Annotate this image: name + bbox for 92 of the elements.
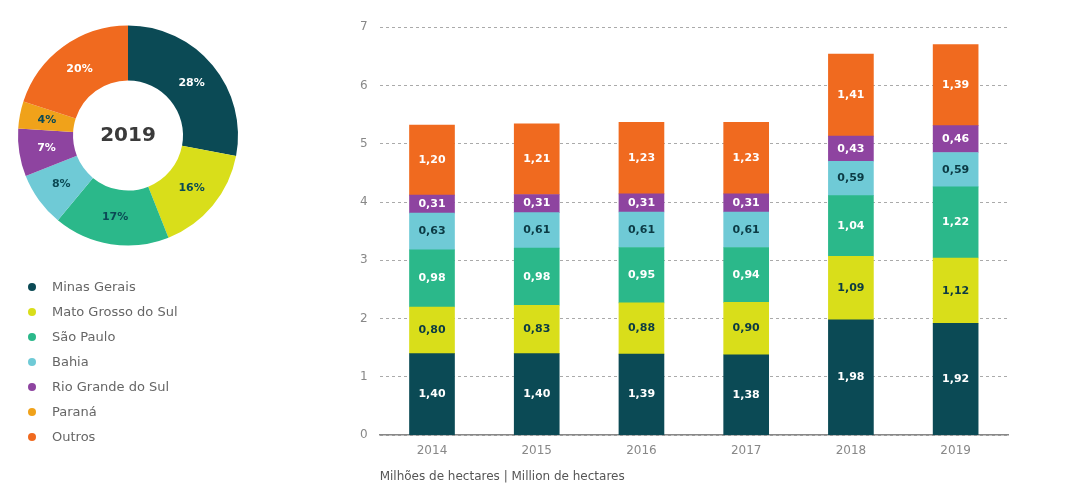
bar bbox=[409, 212, 455, 251]
bar bbox=[932, 186, 979, 259]
x-axis-title: Milhões de hectares | Million de hectares bbox=[379, 468, 625, 483]
data-label: 0,80 bbox=[418, 323, 446, 337]
bar bbox=[723, 247, 770, 303]
data-label: 0,98 bbox=[418, 271, 446, 285]
data-label: 0,94 bbox=[732, 267, 761, 281]
data-label: 0,59 bbox=[942, 162, 970, 176]
y-tick-label: 1 bbox=[359, 369, 368, 384]
y-tick-label: 6 bbox=[359, 77, 368, 92]
data-label: 0,61 bbox=[732, 222, 760, 236]
legend-label: Minas Gerais bbox=[52, 279, 136, 294]
bar bbox=[828, 255, 874, 321]
data-label: 0,46 bbox=[942, 131, 970, 145]
bar bbox=[409, 353, 455, 436]
legend-label: Outros bbox=[52, 429, 96, 444]
bar bbox=[828, 53, 874, 137]
bar bbox=[513, 247, 560, 306]
y-tick-label: 3 bbox=[359, 252, 368, 267]
x-tick-label: 2015 bbox=[521, 442, 552, 457]
data-label: 1,21 bbox=[523, 152, 551, 166]
bar bbox=[409, 124, 455, 196]
data-label: 0,98 bbox=[523, 269, 551, 283]
bar bbox=[409, 249, 455, 308]
data-label: 1,39 bbox=[627, 387, 656, 401]
x-tick-label: 2018 bbox=[835, 442, 867, 457]
data-label: 1,23 bbox=[732, 150, 760, 164]
data-label: 28% bbox=[178, 75, 205, 89]
data-label: 0,63 bbox=[418, 224, 446, 238]
x-tick-label: 2014 bbox=[416, 442, 448, 457]
data-label: 1,09 bbox=[837, 280, 865, 294]
x-tick-label: 2016 bbox=[626, 442, 657, 457]
bar bbox=[409, 306, 455, 354]
bar bbox=[618, 247, 665, 304]
legend-label: Mato Grosso do Sul bbox=[52, 304, 178, 319]
data-label: 0,59 bbox=[837, 171, 865, 185]
y-tick-label: 5 bbox=[359, 135, 368, 150]
data-label: 16% bbox=[178, 180, 205, 194]
data-label: 20% bbox=[66, 61, 93, 75]
data-label: 0,88 bbox=[627, 321, 656, 335]
data-label: 0,83 bbox=[523, 322, 551, 336]
data-label: 8% bbox=[51, 176, 71, 190]
bar bbox=[513, 304, 560, 354]
data-label: 1,98 bbox=[837, 370, 865, 384]
y-tick-label: 0 bbox=[359, 427, 368, 442]
text: 2019 bbox=[100, 121, 156, 146]
data-label: 0,90 bbox=[732, 321, 761, 335]
data-label: 0,31 bbox=[523, 196, 551, 210]
legend-label: Rio Grande do Sul bbox=[52, 379, 170, 394]
legend-label: Paraná bbox=[52, 404, 97, 419]
data-label: 1,12 bbox=[942, 283, 970, 297]
bar bbox=[723, 354, 770, 436]
bar bbox=[723, 121, 770, 195]
data-label: 1,39 bbox=[942, 78, 970, 92]
data-label: 7% bbox=[37, 141, 56, 155]
data-label: 4% bbox=[37, 112, 57, 126]
data-label: 1,22 bbox=[942, 215, 970, 229]
data-label: 1,92 bbox=[942, 371, 970, 385]
bar bbox=[618, 302, 665, 355]
legend-label: Bahia bbox=[52, 354, 89, 369]
data-label: 1,41 bbox=[837, 87, 865, 101]
bar bbox=[513, 123, 560, 195]
legend-label: São Paulo bbox=[52, 329, 116, 344]
x-tick-label: 2019 bbox=[940, 442, 971, 457]
bar bbox=[618, 353, 665, 436]
bar bbox=[932, 257, 979, 324]
data-label: 1,40 bbox=[418, 387, 446, 401]
data-label: 1,40 bbox=[523, 387, 551, 401]
bar bbox=[723, 301, 770, 356]
data-label: 0,31 bbox=[627, 195, 656, 209]
bar bbox=[828, 195, 874, 257]
y-tick-label: 4 bbox=[359, 194, 368, 209]
data-label: 0,61 bbox=[627, 222, 656, 236]
bar bbox=[513, 212, 560, 249]
bar bbox=[618, 121, 665, 195]
data-label: 0,61 bbox=[523, 223, 551, 237]
data-label: 1,23 bbox=[627, 150, 656, 164]
bar bbox=[828, 319, 874, 436]
data-label: 0,95 bbox=[627, 268, 656, 282]
data-label: 0,31 bbox=[418, 196, 446, 210]
data-label: 1,38 bbox=[732, 387, 760, 401]
data-label: 0,31 bbox=[732, 195, 760, 209]
bar bbox=[932, 44, 979, 127]
y-tick-label: 7 bbox=[359, 19, 368, 34]
bar bbox=[932, 322, 979, 436]
y-tick-label: 2 bbox=[359, 310, 368, 325]
data-label: 17% bbox=[101, 209, 129, 223]
data-label: 0,43 bbox=[837, 141, 865, 155]
data-label: 1,20 bbox=[418, 152, 446, 166]
data-label: 1,04 bbox=[837, 218, 865, 232]
bar bbox=[513, 353, 560, 436]
x-tick-label: 2017 bbox=[730, 442, 762, 457]
